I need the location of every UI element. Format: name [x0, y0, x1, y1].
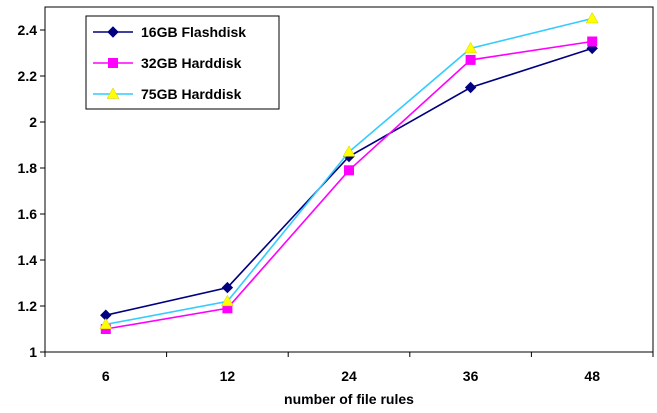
- data-point: [342, 145, 356, 157]
- x-tick-label: 24: [341, 368, 357, 384]
- x-tick-label: 36: [463, 368, 479, 384]
- data-point: [464, 41, 478, 54]
- y-tick-label: 1.8: [18, 160, 38, 176]
- legend: 16GB Flashdisk 32GB Harddisk 75GB Harddisk: [85, 15, 280, 110]
- data-point: [585, 11, 599, 24]
- y-tick-label: 2.4: [18, 22, 38, 38]
- x-tick-label: 48: [584, 368, 600, 384]
- y-tick-label: 1.6: [18, 206, 38, 222]
- legend-label: 75GB Harddisk: [141, 86, 242, 102]
- legend-marker: [106, 87, 120, 99]
- data-point: [344, 165, 354, 176]
- x-axis: 6 12 24 36 48: [44, 352, 654, 384]
- legend-item: 75GB Harddisk: [93, 86, 242, 102]
- y-tick-label: 2: [29, 114, 37, 130]
- legend-label: 32GB Harddisk: [141, 55, 242, 71]
- data-point: [220, 294, 234, 307]
- series-3: [99, 11, 599, 330]
- legend-item: 32GB Harddisk: [93, 55, 242, 71]
- y-tick-label: 1: [29, 344, 37, 360]
- x-tick-label: 12: [220, 368, 236, 384]
- data-point: [587, 36, 598, 47]
- y-tick-label: 1.2: [18, 298, 38, 314]
- data-point: [465, 54, 476, 65]
- data-point: [464, 81, 477, 94]
- x-tick-label: 6: [102, 368, 110, 384]
- data-point: [221, 281, 234, 294]
- legend-marker: [108, 58, 118, 68]
- legend-marker: [107, 26, 119, 38]
- data-point: [99, 317, 113, 330]
- y-tick-label: 1.4: [18, 252, 38, 268]
- x-axis-title: number of file rules: [284, 391, 414, 407]
- legend-item: 16GB Flashdisk: [93, 24, 246, 40]
- legend-label: 16GB Flashdisk: [141, 24, 246, 40]
- series-layer: [99, 11, 599, 334]
- y-axis: 1 1.2 1.4 1.6 1.8 2 2.2 2.4: [18, 22, 45, 360]
- y-tick-label: 2.2: [18, 68, 38, 84]
